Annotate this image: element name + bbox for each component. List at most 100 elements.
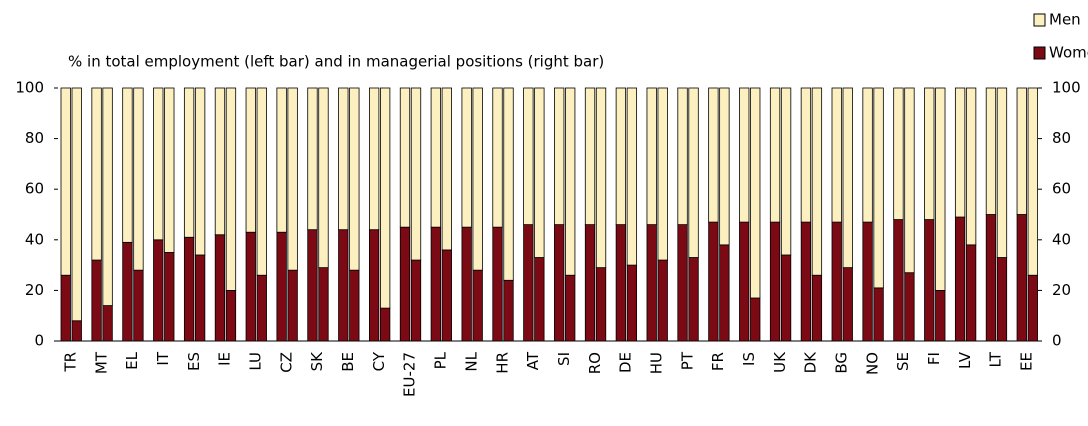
legend-label: Women: [1049, 44, 1088, 62]
bar-segment: [1016, 214, 1027, 342]
bar-segment: [245, 231, 256, 342]
x-tick-label: LT: [987, 351, 1005, 367]
x-tick-label: PL: [432, 351, 450, 369]
bar-segment: [122, 87, 133, 243]
bar-segment: [133, 269, 144, 342]
x-tick-label: SE: [894, 352, 912, 371]
bar-segment: [985, 214, 997, 342]
x-tick-label: DK: [802, 351, 820, 374]
x-tick-label: EL: [123, 351, 141, 369]
chart-title: % in total employment (left bar) and in …: [68, 53, 604, 71]
bar-segment: [954, 216, 966, 342]
bar-segment: [276, 231, 287, 342]
bar-segment: [91, 259, 102, 342]
x-tick-label: DE: [617, 352, 635, 373]
bar-segment: [60, 274, 71, 342]
x-tick-label: MT: [92, 351, 110, 374]
legend-swatch: [1033, 13, 1046, 27]
bar-segment: [688, 87, 699, 258]
bar-segment: [102, 305, 113, 342]
bar-segment: [965, 87, 977, 246]
x-tick-label: HU: [647, 352, 665, 374]
bar-segment: [893, 87, 904, 220]
y2-tick-label: 60: [1052, 180, 1071, 198]
bar-segment: [349, 269, 360, 342]
x-tick-label: CY: [370, 351, 388, 371]
bar-segment: [769, 221, 781, 342]
x-tick-label: BE: [339, 352, 357, 372]
bar-segment: [677, 224, 688, 342]
bar-segment: [379, 307, 391, 342]
x-tick-label: IE: [216, 352, 234, 366]
bar-segment: [214, 87, 226, 236]
bar-segment: [1027, 87, 1038, 276]
bar-segment: [225, 87, 237, 291]
bar-segment: [122, 241, 133, 342]
bar-segment: [657, 259, 668, 342]
x-tick-label: EE: [1018, 352, 1036, 371]
bar-segment: [492, 226, 503, 342]
y-tick-label: 0: [34, 332, 44, 350]
bar-segment: [318, 267, 329, 342]
bar-segment: [91, 87, 102, 261]
bar-segment: [626, 264, 638, 342]
bar-segment: [873, 287, 884, 342]
y-tick-label: 100: [15, 79, 44, 97]
bar-segment: [626, 87, 638, 266]
bar-segment: [503, 87, 514, 281]
bar-segment: [615, 87, 627, 226]
x-tick-label: LU: [247, 352, 265, 371]
x-tick-label: CZ: [277, 352, 295, 373]
x-tick-label: SI: [555, 352, 573, 366]
bar-segment: [688, 257, 699, 342]
bar-segment: [399, 226, 411, 342]
bar-segment: [430, 87, 441, 228]
bar-segment: [379, 87, 391, 309]
y-tick-label: 60: [25, 180, 44, 198]
bar-segment: [368, 87, 380, 231]
bar-segment: [194, 87, 206, 256]
bar-segment: [862, 221, 873, 342]
bar-segment: [523, 224, 534, 342]
bar-segment: [719, 87, 730, 246]
bar-segment: [996, 87, 1008, 258]
bar-segment: [750, 297, 761, 342]
bar-segment: [873, 87, 884, 289]
y2-tick-label: 80: [1052, 129, 1071, 147]
bar-segment: [534, 87, 545, 258]
y-tick-label: 40: [25, 230, 44, 248]
bar-segment: [719, 244, 730, 342]
bar-segment: [965, 244, 977, 342]
bar-segment: [534, 257, 545, 342]
x-tick-label: NL: [462, 351, 480, 371]
bar-segment: [584, 87, 596, 226]
bar-segment: [430, 226, 441, 342]
bar-segment: [657, 87, 668, 261]
bar-segment: [739, 221, 750, 342]
bar-segment: [472, 269, 483, 342]
bar-segment: [214, 234, 226, 342]
bar-segment: [584, 224, 596, 342]
bar-segment: [523, 87, 534, 226]
bar-segment: [245, 87, 256, 233]
bar-segment: [677, 87, 688, 226]
bar-segment: [842, 267, 853, 342]
x-tick-label: RO: [586, 352, 604, 374]
bar-segment: [256, 274, 267, 342]
legend-label: Men: [1049, 11, 1081, 29]
bar-segment: [708, 221, 719, 342]
bar-segment: [410, 87, 422, 261]
bar-segment: [1027, 274, 1038, 342]
bar-segment: [893, 219, 904, 342]
bar-segment: [256, 87, 267, 276]
bar-segment: [399, 87, 411, 228]
x-tick-label: EU-27: [401, 352, 419, 397]
x-tick-label: HR: [493, 352, 511, 374]
bar-segment: [1016, 87, 1027, 215]
x-tick-label: IS: [740, 352, 758, 366]
bar-segment: [800, 221, 812, 342]
bar-segment: [338, 87, 349, 231]
bar-segment: [307, 87, 318, 231]
x-tick-label: SK: [308, 351, 326, 372]
